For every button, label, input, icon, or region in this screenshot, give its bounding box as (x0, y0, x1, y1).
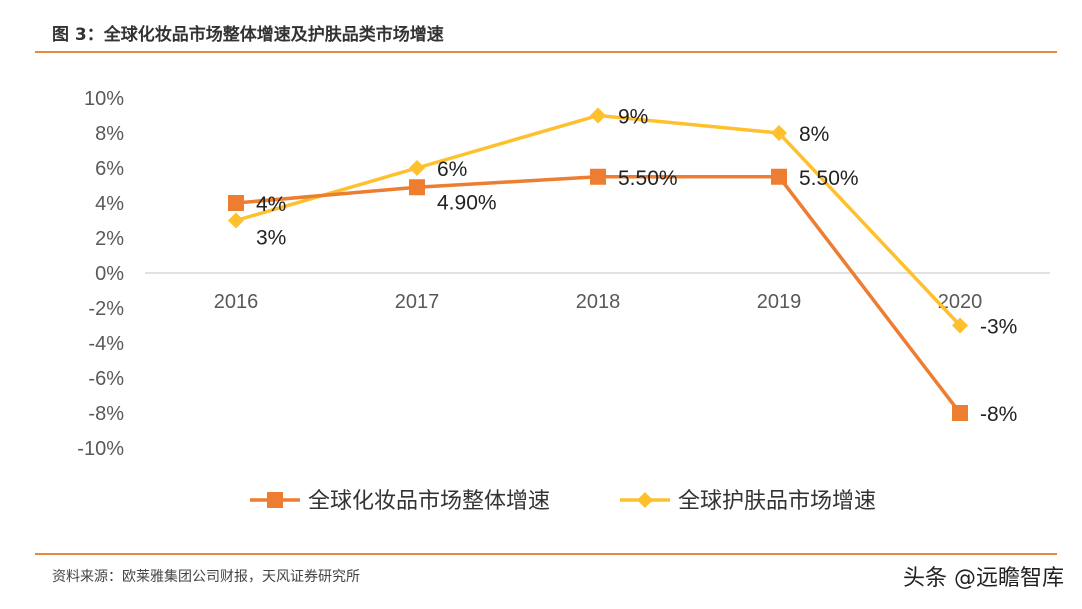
data-label: 6% (437, 158, 467, 181)
x-tick-label: 2020 (938, 291, 983, 313)
x-tick-label: 2017 (395, 291, 440, 313)
legend-label: 全球化妆品市场整体增速 (308, 489, 550, 514)
data-point (228, 212, 244, 229)
data-label: 8% (799, 123, 829, 146)
source-divider (35, 553, 1057, 555)
y-tick-label: -2% (88, 298, 124, 320)
data-point (228, 195, 244, 211)
legend-marker (267, 492, 283, 508)
data-label: 4% (256, 193, 286, 216)
data-label: 5.50% (799, 167, 859, 190)
y-tick-label: 8% (95, 123, 124, 145)
y-tick-label: 0% (95, 263, 124, 285)
x-tick-label: 2018 (576, 291, 621, 313)
data-label: 9% (618, 106, 648, 129)
x-tick-label: 2016 (214, 291, 259, 313)
title-divider (35, 51, 1057, 53)
data-point (771, 125, 787, 141)
x-tick-label: 2019 (757, 291, 802, 313)
data-point (590, 168, 606, 185)
y-tick-label: 4% (95, 193, 124, 215)
data-point (771, 168, 787, 185)
data-label: -8% (980, 403, 1017, 426)
legend-label: 全球护肤品市场增速 (678, 489, 876, 514)
y-tick-label: -4% (88, 333, 124, 355)
data-point (952, 405, 968, 421)
y-tick-label: 6% (95, 158, 124, 180)
y-tick-label: 2% (95, 228, 124, 250)
data-point (409, 179, 425, 196)
data-point (590, 107, 606, 124)
y-tick-label: 10% (84, 88, 124, 110)
legend-marker (637, 492, 653, 508)
source-note: 资料来源：欧莱雅集团公司财报，天风证券研究所 (52, 569, 360, 585)
data-point (952, 317, 968, 334)
data-label: 3% (256, 227, 286, 250)
y-tick-label: -6% (88, 368, 124, 390)
data-label: -3% (980, 316, 1017, 339)
watermark: 头条 @远瞻智库 (903, 566, 1064, 591)
data-label: 4.90% (437, 191, 497, 214)
data-point (409, 160, 425, 176)
y-tick-label: -8% (88, 403, 124, 425)
chart-title: 图 3：全球化妆品市场整体增速及护肤品类市场增速 (52, 25, 444, 45)
data-label: 5.50% (618, 167, 678, 190)
y-tick-label: -10% (77, 438, 124, 460)
